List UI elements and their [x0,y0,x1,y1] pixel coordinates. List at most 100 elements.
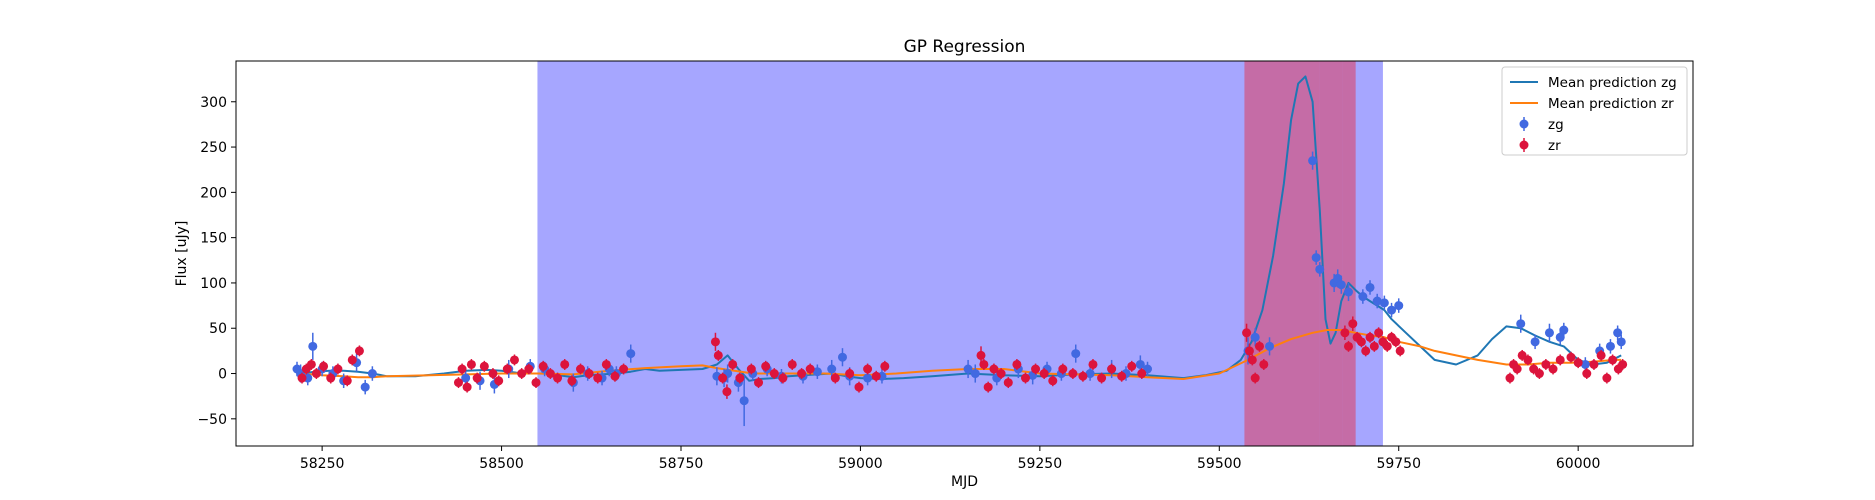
point-zr [1137,369,1147,379]
point-zr [1582,369,1592,379]
point-zr [524,364,534,374]
point-zr [1573,358,1583,368]
y-tick-label-0: −50 [197,412,227,428]
point-zg [1530,337,1540,347]
point-zr [311,369,321,379]
point-zg [739,396,749,406]
point-zr [333,364,343,374]
chart-title: GP Regression [904,37,1026,57]
x-tick-label-0: 58250 [300,456,345,472]
point-zg [1516,319,1526,329]
point-zg [1135,359,1145,369]
point-zr [472,373,482,383]
point-zr [1242,328,1252,338]
point-zr [1003,378,1013,388]
point-zr [342,376,352,386]
point-zr [735,373,745,383]
point-zr [610,371,620,381]
point-zr [1523,355,1533,365]
point-zr [754,378,764,388]
point-zr [538,361,548,371]
point-zr [1374,328,1384,338]
point-zr [1259,359,1269,369]
point-zg [1358,292,1368,302]
point-zr [584,369,594,379]
point-zr [453,378,463,388]
x-axis-ticks: 58250 58500 58750 59000 59250 59500 59750 60000 [300,446,1600,472]
point-zr [746,364,756,374]
point-zr [479,361,489,371]
point-zr [1548,364,1558,374]
point-zg [1544,328,1554,338]
point-zr [502,364,512,374]
point-zr [1107,364,1117,374]
legend-label-3: zr [1548,138,1561,154]
y-tick-label-7: 300 [200,95,227,111]
point-zr [845,369,855,379]
point-zg [1559,325,1569,335]
point-zr [488,369,498,379]
point-zr [1078,371,1088,381]
point-zr [797,369,807,379]
point-zr [1365,332,1375,342]
x-tick-label-1: 58500 [479,456,524,472]
point-zr [979,359,989,369]
point-zr [457,364,467,374]
y-axis-label: Flux [uJy] [174,221,190,287]
point-zg [837,352,847,362]
legend-label-0: Mean prediction zg [1548,75,1677,91]
point-zr [347,355,357,365]
point-zr [1589,359,1599,369]
point-zr [722,387,732,397]
point-zr [983,382,993,392]
x-tick-label-4: 59250 [1018,456,1063,472]
point-zr [1348,319,1358,329]
point-zr [1602,373,1612,383]
point-zr [1127,361,1137,371]
axes-frame [235,60,1694,447]
point-zr [1343,341,1353,351]
point-zr [1039,369,1049,379]
point-zg [1616,337,1626,347]
point-zr [1250,373,1260,383]
point-zr [1361,346,1371,356]
point-zr [761,361,771,371]
point-zr [1097,373,1107,383]
point-zr [1068,369,1078,379]
point-zr [1566,352,1576,362]
point-zg [367,369,377,379]
point-zr [1618,359,1628,369]
point-zg [812,367,822,377]
point-zg [970,369,980,379]
point-zr [871,371,881,381]
point-zr [989,364,999,374]
point-zg [360,382,370,392]
point-zr [880,361,890,371]
point-zr [1340,328,1350,338]
y-tick-label-4: 150 [200,231,227,247]
point-zr [976,350,986,360]
shaded-region-3 [1342,61,1356,446]
x-tick-label-6: 59750 [1376,456,1421,472]
point-zr [787,359,797,369]
y-axis-ticks: −50 0 50 100 150 200 250 300 [197,95,236,428]
point-zr [996,369,1006,379]
legend: Mean prediction zg Mean prediction zr zg zr [1501,66,1688,156]
point-zr [713,350,723,360]
point-zr [769,369,779,379]
point-zr [778,373,788,383]
x-tick-label-5: 59500 [1197,456,1242,472]
point-zg [1343,287,1353,297]
legend-swatch-3 [1519,140,1529,150]
data-points [292,151,1628,427]
points-zr [297,316,1628,399]
legend-swatch-2 [1519,119,1529,129]
y-tick-label-3: 100 [200,276,227,292]
point-zg [1387,305,1397,315]
point-zg [308,341,318,351]
point-zr [1117,371,1127,381]
legend-label-1: Mean prediction zr [1548,96,1674,112]
point-zr [1534,369,1544,379]
point-zg [1315,264,1325,274]
point-zg [1394,301,1404,311]
